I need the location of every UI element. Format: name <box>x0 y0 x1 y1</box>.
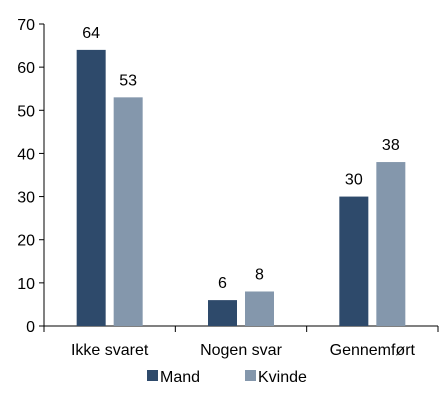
y-tick-label: 70 <box>17 17 35 34</box>
bar <box>76 49 106 327</box>
bar <box>339 196 369 326</box>
bar <box>376 162 406 326</box>
data-label: 6 <box>218 275 227 292</box>
bar <box>245 291 274 326</box>
y-tick-label: 50 <box>17 103 35 120</box>
x-category-label: Nogen svar <box>200 342 282 359</box>
data-labels: 64 53 6 8 30 38 <box>82 25 400 292</box>
data-label: 30 <box>345 172 363 189</box>
legend-label: Mand <box>160 369 200 386</box>
legend-swatch <box>245 370 256 381</box>
data-label: 8 <box>255 266 264 283</box>
x-category-label: Gennemført <box>330 342 416 359</box>
bar <box>208 300 237 326</box>
y-tick-label: 30 <box>17 190 35 207</box>
y-tick-label: 60 <box>17 60 35 77</box>
data-label: 38 <box>382 137 400 154</box>
legend-swatch <box>147 370 158 381</box>
y-tick-label: 10 <box>17 276 35 293</box>
y-tick-label: 0 <box>26 319 35 336</box>
legend: Mand Kvinde <box>147 369 307 386</box>
x-axis: Ikke svaret Nogen svar Gennemført <box>43 325 439 359</box>
y-tick-label: 40 <box>17 146 35 163</box>
data-label: 53 <box>119 72 137 89</box>
legend-label: Kvinde <box>258 369 307 386</box>
bar <box>113 97 143 326</box>
x-category-label: Ikke svaret <box>71 342 149 359</box>
y-tick-label: 20 <box>17 233 35 250</box>
y-axis: 0 10 20 30 40 50 60 70 <box>17 17 45 336</box>
bars <box>76 49 406 327</box>
data-label: 64 <box>82 25 100 42</box>
